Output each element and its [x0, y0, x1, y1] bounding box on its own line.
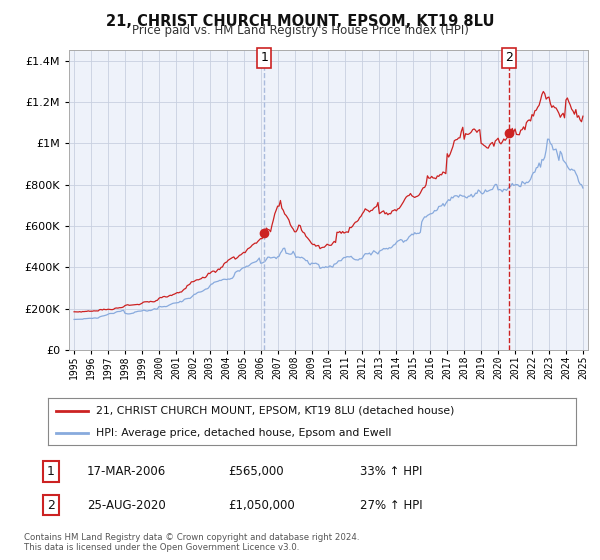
- Text: HPI: Average price, detached house, Epsom and Ewell: HPI: Average price, detached house, Epso…: [95, 428, 391, 438]
- Text: 25-AUG-2020: 25-AUG-2020: [87, 498, 166, 512]
- Text: Contains HM Land Registry data © Crown copyright and database right 2024.: Contains HM Land Registry data © Crown c…: [24, 533, 359, 542]
- Text: 2: 2: [505, 52, 513, 64]
- Text: Price paid vs. HM Land Registry's House Price Index (HPI): Price paid vs. HM Land Registry's House …: [131, 24, 469, 37]
- Text: 21, CHRIST CHURCH MOUNT, EPSOM, KT19 8LU: 21, CHRIST CHURCH MOUNT, EPSOM, KT19 8LU: [106, 14, 494, 29]
- Text: This data is licensed under the Open Government Licence v3.0.: This data is licensed under the Open Gov…: [24, 543, 299, 552]
- Text: 33% ↑ HPI: 33% ↑ HPI: [360, 465, 422, 478]
- Text: 2: 2: [47, 498, 55, 512]
- Text: 1: 1: [260, 52, 268, 64]
- Text: 1: 1: [47, 465, 55, 478]
- Text: £1,050,000: £1,050,000: [228, 498, 295, 512]
- Text: 27% ↑ HPI: 27% ↑ HPI: [360, 498, 422, 512]
- Text: 21, CHRIST CHURCH MOUNT, EPSOM, KT19 8LU (detached house): 21, CHRIST CHURCH MOUNT, EPSOM, KT19 8LU…: [95, 406, 454, 416]
- Text: £565,000: £565,000: [228, 465, 284, 478]
- Text: 17-MAR-2006: 17-MAR-2006: [87, 465, 166, 478]
